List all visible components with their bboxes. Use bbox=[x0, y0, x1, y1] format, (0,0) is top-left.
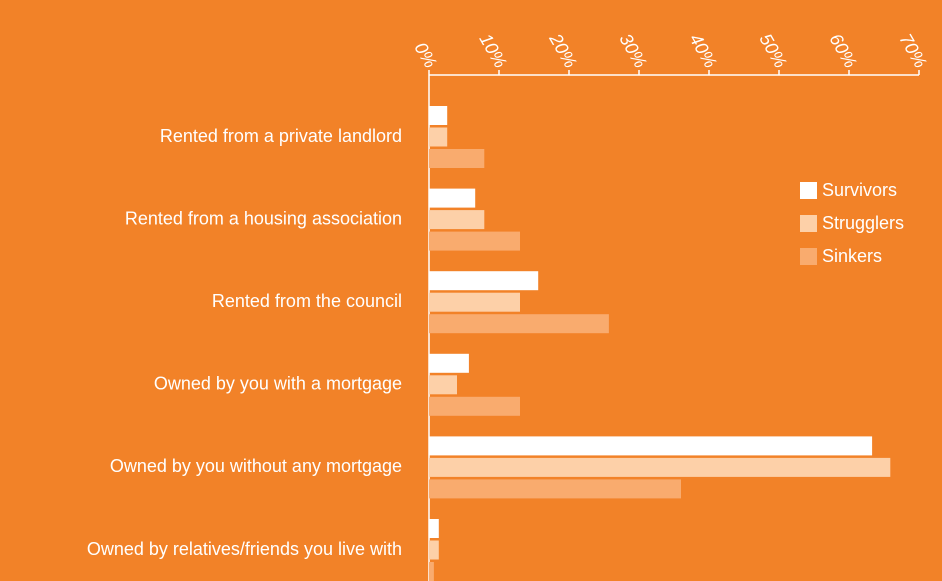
bar bbox=[429, 540, 439, 560]
bar bbox=[429, 457, 891, 477]
bar bbox=[429, 210, 485, 230]
bar bbox=[429, 562, 434, 581]
y-tick-label: Owned by you without any mortgage bbox=[110, 456, 402, 476]
legend-swatch bbox=[800, 248, 817, 265]
legend-swatch bbox=[800, 182, 817, 199]
bar bbox=[429, 375, 457, 395]
y-tick-label: Rented from a private landlord bbox=[160, 126, 402, 146]
x-tick-label: 40% bbox=[685, 30, 720, 71]
bar bbox=[429, 188, 476, 208]
legend-label: Strugglers bbox=[822, 213, 904, 233]
x-tick-label: 50% bbox=[755, 30, 790, 71]
bar bbox=[429, 479, 681, 499]
y-tick-label: Owned by you with a mortgage bbox=[154, 374, 402, 394]
bar bbox=[429, 106, 448, 125]
x-tick-label: 0% bbox=[410, 39, 440, 72]
bar bbox=[429, 127, 448, 147]
bar bbox=[429, 353, 469, 373]
bar bbox=[429, 396, 520, 416]
legend-swatch bbox=[800, 215, 817, 232]
bar bbox=[429, 436, 873, 456]
y-tick-label: Rented from a housing association bbox=[125, 208, 402, 228]
x-tick-label: 70% bbox=[895, 30, 930, 71]
x-tick-label: 10% bbox=[475, 30, 510, 71]
bar bbox=[429, 519, 439, 538]
bar bbox=[429, 314, 609, 334]
x-tick-label: 20% bbox=[545, 29, 581, 71]
bar bbox=[429, 292, 520, 312]
y-tick-label: Owned by relatives/friends you live with bbox=[87, 539, 402, 559]
y-tick-label: Rented from the council bbox=[212, 291, 402, 311]
bar bbox=[429, 231, 520, 251]
legend-label: Sinkers bbox=[822, 246, 882, 266]
bar bbox=[429, 149, 485, 168]
x-tick-label: 30% bbox=[615, 30, 650, 71]
x-tick-label: 60% bbox=[825, 30, 860, 71]
legend-label: Survivors bbox=[822, 180, 897, 200]
bar bbox=[429, 271, 539, 291]
